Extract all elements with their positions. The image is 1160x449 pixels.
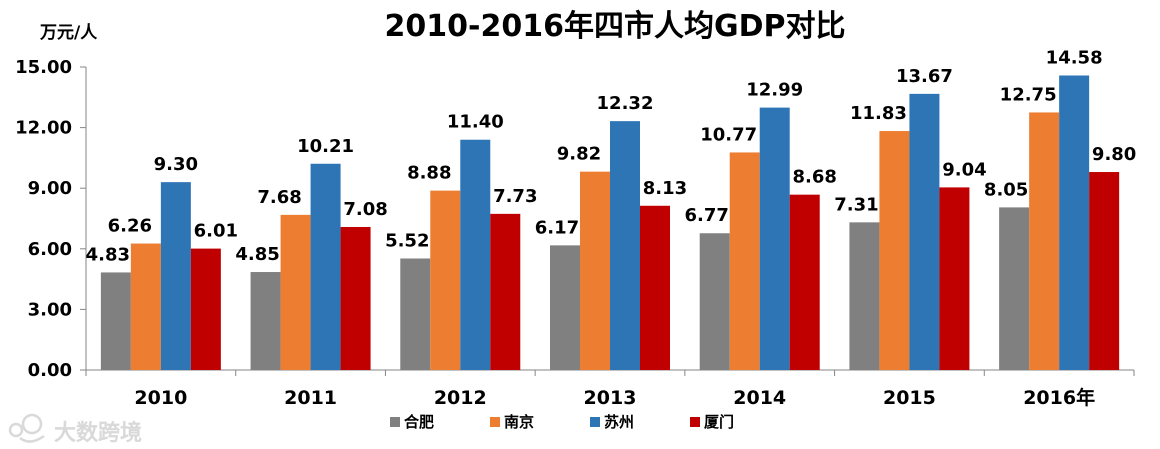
- bar-合肥: [999, 207, 1030, 370]
- legend: 合肥 南京 苏州 厦门: [390, 413, 734, 431]
- data-label: 5.52: [385, 230, 429, 251]
- y-tick-label: 3.00: [28, 299, 72, 320]
- data-label: 12.99: [746, 80, 803, 101]
- y-tick-label: 15.00: [15, 57, 72, 78]
- bar-苏州: [310, 163, 341, 370]
- bar-合肥: [849, 222, 880, 370]
- data-label: 10.77: [700, 124, 757, 145]
- y-tick-label: 0.00: [28, 360, 72, 381]
- data-label: 6.26: [108, 216, 152, 237]
- data-label: 8.88: [407, 163, 451, 184]
- bar-南京: [1029, 112, 1060, 370]
- watermark-logo-icon: [8, 413, 45, 443]
- data-label: 4.83: [86, 244, 130, 265]
- axes: 0.00 3.00 6.00 9.00 12.00 15.00 2010 2011 2012 20…: [15, 57, 1135, 409]
- data-label: 13.67: [896, 66, 953, 87]
- bar-合肥: [100, 272, 131, 370]
- bar-苏州: [759, 107, 790, 371]
- x-tick-label: 2010: [134, 387, 187, 409]
- x-tick-label: 2014: [733, 387, 786, 409]
- data-label: 10.21: [297, 136, 354, 157]
- legend-label: 苏州: [604, 413, 634, 431]
- data-label: 8.05: [984, 179, 1028, 200]
- legend-label: 合肥: [403, 413, 434, 431]
- chart-title: 2010-2016年四市人均GDP对比: [385, 9, 846, 44]
- legend-swatch: [590, 417, 600, 427]
- x-tick-label: 2012: [434, 387, 487, 409]
- data-label: 9.30: [154, 154, 198, 175]
- bar-苏州: [460, 139, 491, 370]
- watermark: 大数跨境: [8, 413, 142, 446]
- data-label: 9.82: [557, 144, 601, 165]
- data-label: 6.77: [685, 205, 729, 226]
- data-label: 6.01: [194, 221, 238, 242]
- legend-label: 南京: [504, 413, 534, 431]
- bar-南京: [729, 152, 760, 370]
- data-labels-group: 4.83 6.26 9.30 6.014.85 7.68 10.21 7.08 5.52 8.8…: [86, 47, 1137, 265]
- bar-厦门: [1089, 172, 1120, 370]
- bars-group: [100, 75, 1120, 371]
- bar-南京: [280, 214, 311, 370]
- watermark-text: 大数跨境: [54, 420, 142, 446]
- data-label: 11.40: [447, 112, 504, 133]
- bar-苏州: [610, 121, 640, 370]
- data-label: 6.17: [535, 217, 579, 238]
- data-label: 9.80: [1092, 144, 1136, 165]
- bar-南京: [879, 131, 910, 370]
- bar-南京: [430, 190, 461, 370]
- data-label: 11.83: [850, 103, 907, 124]
- bar-合肥: [699, 233, 730, 370]
- bar-南京: [580, 171, 610, 370]
- x-tick-label: 2016年: [1023, 386, 1095, 409]
- x-tick-label: 2015: [883, 387, 936, 409]
- data-label: 12.75: [1000, 84, 1057, 105]
- y-tick-label: 9.00: [28, 178, 72, 199]
- bar-厦门: [640, 205, 670, 370]
- data-label: 7.08: [343, 199, 387, 220]
- legend-swatch: [690, 417, 700, 427]
- bar-苏州: [909, 93, 940, 370]
- bar-厦门: [939, 187, 970, 370]
- y-axis-unit-label: 万元/人: [39, 23, 98, 43]
- x-tick-label: 2013: [584, 387, 637, 409]
- legend-label: 厦门: [704, 413, 734, 431]
- bar-厦门: [340, 226, 371, 370]
- bar-合肥: [250, 272, 281, 370]
- bar-厦门: [190, 248, 221, 370]
- data-label: 4.85: [235, 244, 279, 265]
- data-label: 7.68: [257, 187, 301, 208]
- data-label: 8.13: [643, 178, 687, 199]
- bar-南京: [130, 243, 161, 370]
- x-tick-label: 2011: [284, 387, 337, 409]
- data-label: 7.31: [834, 194, 878, 215]
- y-tick-label: 12.00: [15, 118, 72, 139]
- bar-厦门: [789, 194, 820, 370]
- bar-苏州: [160, 182, 191, 370]
- legend-swatch: [390, 417, 400, 427]
- data-label: 12.32: [597, 93, 654, 114]
- y-tick-label: 6.00: [28, 239, 72, 260]
- data-label: 7.73: [493, 186, 537, 207]
- data-label: 14.58: [1046, 47, 1103, 68]
- data-label: 8.68: [793, 167, 837, 188]
- bar-合肥: [550, 245, 580, 370]
- data-label: 9.04: [942, 159, 986, 180]
- bar-苏州: [1059, 75, 1090, 370]
- bar-合肥: [400, 258, 431, 370]
- legend-swatch: [490, 417, 500, 427]
- bar-厦门: [490, 213, 521, 370]
